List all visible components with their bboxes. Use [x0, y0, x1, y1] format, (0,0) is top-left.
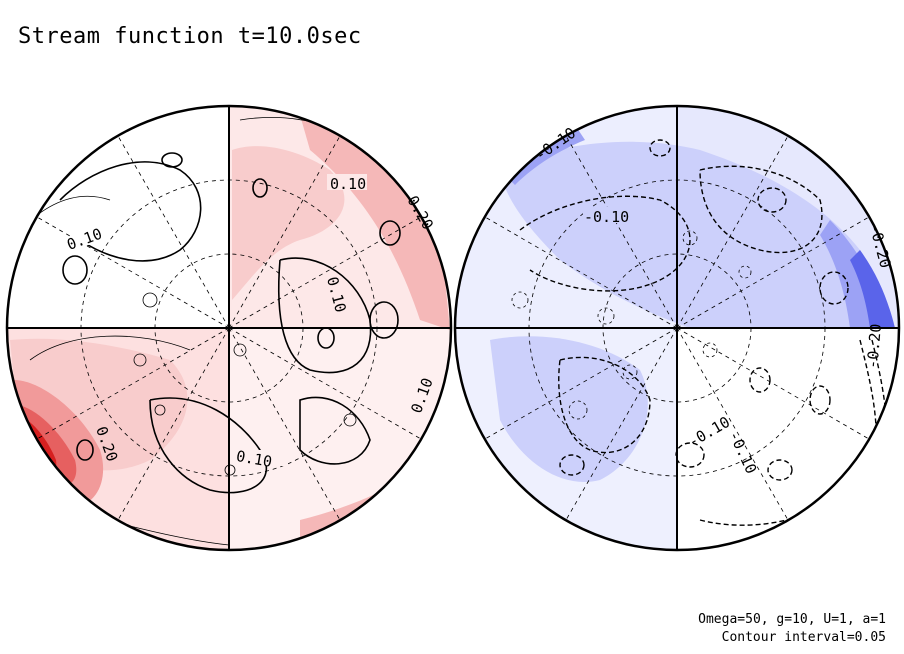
- contour-label: -0.20: [863, 323, 885, 370]
- left-hemisphere: [7, 106, 451, 550]
- left-region-se: [229, 328, 451, 550]
- contour-interval-text: Contour interval=0.05: [721, 630, 886, 645]
- contour-label: 0.10: [330, 175, 366, 193]
- left-patch-rim: [300, 115, 450, 330]
- contour-label: 0.10: [235, 447, 274, 471]
- right-hemisphere: [455, 106, 899, 550]
- left-hemisphere-outline: [5, 104, 453, 552]
- parameters-text: Omega=50, g=10, U=1, a=1: [698, 612, 886, 627]
- right-patch-w: [490, 336, 648, 482]
- right-hemisphere-outline: [453, 104, 901, 552]
- left-patch-ne: [232, 146, 345, 300]
- contour-label: -0.10: [584, 208, 629, 226]
- right-patch-rim-core: [850, 250, 895, 328]
- plot-title: Stream function t=10.0sec: [18, 24, 362, 49]
